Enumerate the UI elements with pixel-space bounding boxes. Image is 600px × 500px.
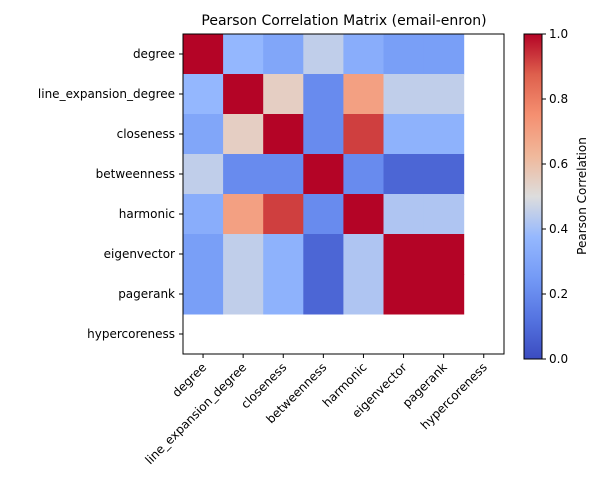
heatmap-cell <box>263 194 304 235</box>
heatmap-cell <box>263 74 304 115</box>
heatmap-cell <box>303 114 344 155</box>
heatmap-cell <box>303 74 344 115</box>
heatmap-cell <box>303 34 344 75</box>
heatmap-cell <box>423 234 465 275</box>
heatmap-cell <box>183 114 224 155</box>
colorbar-tick-label: 0.2 <box>549 287 568 301</box>
row-tick-labels: degree line_expansion_degree closeness betw… <box>38 47 183 341</box>
row-tick-label: degree <box>133 47 175 61</box>
heatmap-cell <box>303 194 344 235</box>
heatmap-cell <box>223 194 264 235</box>
colorbar-tick-label: 0.6 <box>549 157 568 171</box>
heatmap-cell <box>343 34 384 75</box>
heatmap-cell <box>383 274 425 315</box>
heatmap-cell <box>223 234 264 275</box>
heatmap-cell <box>223 34 264 75</box>
colorbar-tick-label: 1.0 <box>549 27 568 41</box>
column-tick-label: degree <box>170 360 210 400</box>
heatmap-cell <box>343 154 384 195</box>
row-tick-label: closeness <box>117 127 175 141</box>
heatmap-cell <box>263 274 304 315</box>
heatmap-cell <box>303 154 344 195</box>
row-tick-label: pagerank <box>118 287 175 301</box>
row-tick-label: harmonic <box>119 207 175 221</box>
colorbar-tick-label: 0.0 <box>549 352 568 366</box>
heatmap-cell <box>423 154 465 195</box>
heatmap-cell <box>263 34 304 75</box>
colorbar-gradient <box>523 33 543 360</box>
heatmap-cell <box>223 154 264 195</box>
heatmap-cell <box>383 194 425 235</box>
heatmap-cell <box>343 114 384 155</box>
row-tick-label: eigenvector <box>104 247 175 261</box>
colorbar-tick-label: 0.4 <box>549 222 568 236</box>
heatmap-cell <box>263 114 304 155</box>
colorbar: 0.0 0.2 0.4 0.6 0.8 1.0 Pearson Correlation <box>523 27 589 366</box>
colorbar-ticks: 0.0 0.2 0.4 0.6 0.8 1.0 <box>542 27 568 366</box>
heatmap-cell <box>423 74 465 115</box>
heatmap-cell <box>183 234 224 275</box>
colorbar-tick-label: 0.8 <box>549 92 568 106</box>
heatmap-cell <box>383 74 425 115</box>
heatmap-cell <box>263 234 304 275</box>
heatmap-cell <box>223 114 264 155</box>
heatmap-cell <box>343 194 384 235</box>
heatmap-cell <box>343 74 384 115</box>
heatmap-cell <box>183 154 224 195</box>
row-tick-label: hypercoreness <box>87 327 175 341</box>
heatmap-cell <box>223 274 264 315</box>
column-tick-labels: degreeline_expansion_degreeclosenessbetw… <box>142 354 490 467</box>
heatmap-cell <box>183 274 224 315</box>
heatmap-cell <box>263 154 304 195</box>
heatmap-cell <box>423 194 465 235</box>
colorbar-label: Pearson Correlation <box>575 137 589 255</box>
heatmap-cell <box>383 34 425 75</box>
heatmap-cell <box>343 234 384 275</box>
chart-title: Pearson Correlation Matrix (email-enron) <box>201 13 486 29</box>
heatmap-cell <box>303 234 344 275</box>
heatmap-cell <box>223 74 264 115</box>
heatmap-cell <box>423 34 465 75</box>
heatmap-cell <box>383 234 425 275</box>
heatmap-cell <box>303 274 344 315</box>
heatmap-cell <box>423 274 465 315</box>
row-tick-label: line_expansion_degree <box>38 87 175 101</box>
heatmap-cell <box>383 114 425 155</box>
heatmap-cell <box>383 154 425 195</box>
heatmap-cell <box>183 194 224 235</box>
heatmap-cell <box>423 114 465 155</box>
heatmap-cell <box>183 34 224 75</box>
heatmap-cells <box>183 34 465 315</box>
plot-frame <box>182 33 505 355</box>
heatmap-cell <box>343 274 384 315</box>
row-tick-label: betweenness <box>96 167 175 181</box>
heatmap-cell <box>183 74 224 115</box>
